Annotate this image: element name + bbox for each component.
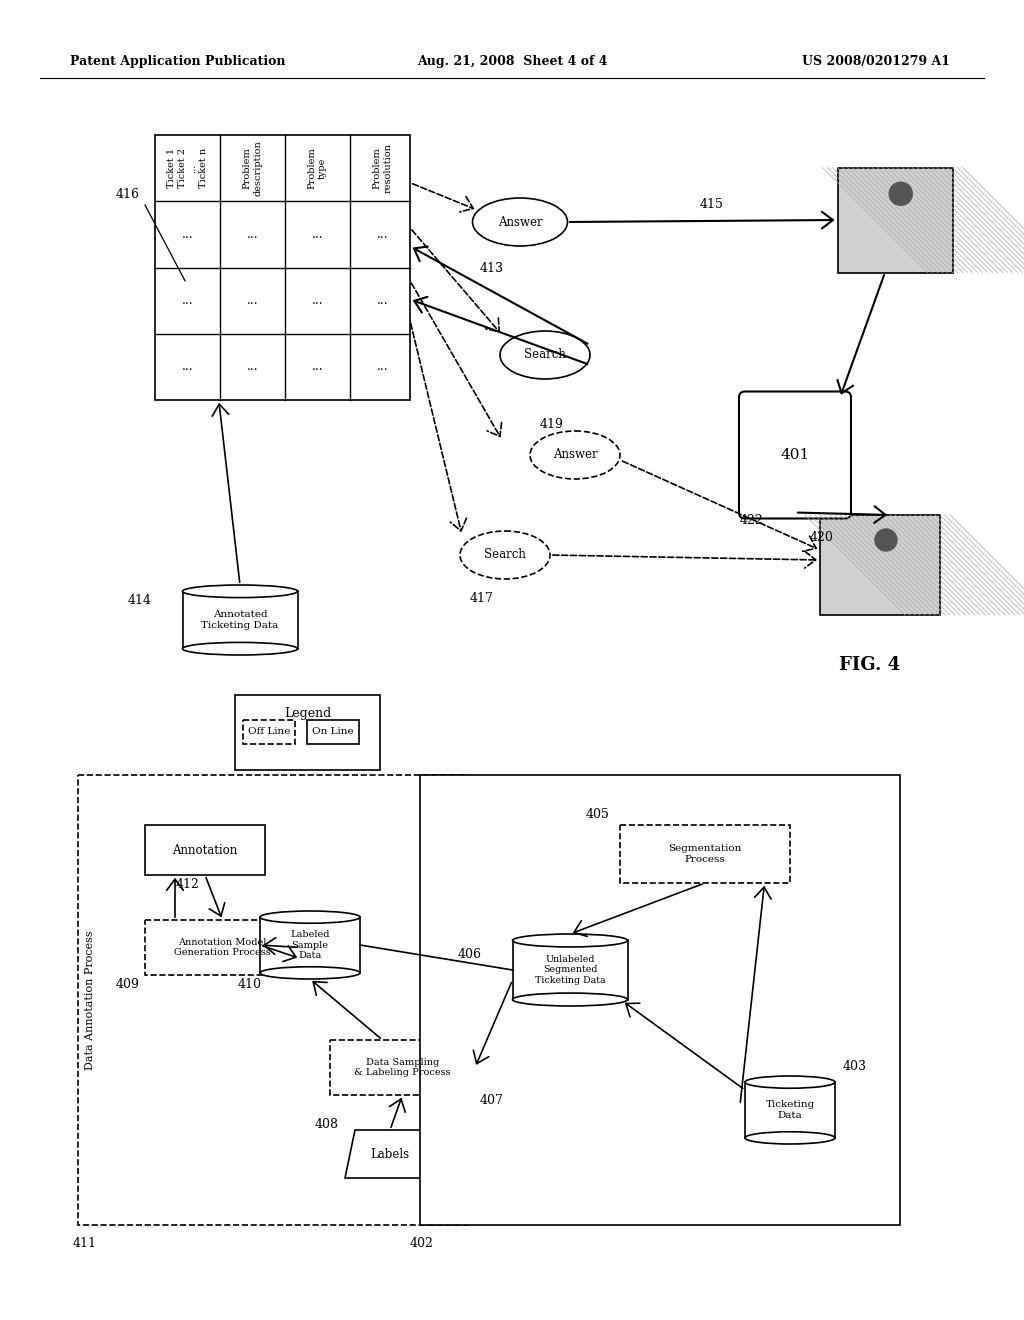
Text: Unlabeled
Segmented
Ticketing Data: Unlabeled Segmented Ticketing Data <box>535 956 605 985</box>
FancyBboxPatch shape <box>745 1082 835 1138</box>
Text: Answer: Answer <box>553 449 597 462</box>
Text: Legend: Legend <box>284 708 331 719</box>
Text: 408: 408 <box>315 1118 339 1131</box>
Ellipse shape <box>512 935 628 946</box>
FancyBboxPatch shape <box>155 135 410 400</box>
FancyBboxPatch shape <box>243 719 295 744</box>
FancyBboxPatch shape <box>420 775 900 1225</box>
Text: 416: 416 <box>116 189 140 202</box>
Text: 419: 419 <box>540 418 564 432</box>
Text: ...: ... <box>247 360 258 374</box>
Circle shape <box>874 529 897 550</box>
Text: 410: 410 <box>238 978 261 991</box>
Text: 405: 405 <box>586 808 610 821</box>
Text: 412: 412 <box>176 879 200 891</box>
FancyBboxPatch shape <box>260 917 360 973</box>
Text: Annotation Model
Generation Process: Annotation Model Generation Process <box>174 937 271 957</box>
Text: ...: ... <box>311 360 324 374</box>
Ellipse shape <box>460 531 550 579</box>
Text: 402: 402 <box>410 1237 434 1250</box>
Text: 403: 403 <box>843 1060 867 1072</box>
Text: Answer: Answer <box>498 215 543 228</box>
Text: Ticket 1
Ticket 2
...
Ticket n: Ticket 1 Ticket 2 ... Ticket n <box>167 148 208 189</box>
Text: 417: 417 <box>470 591 494 605</box>
Ellipse shape <box>260 911 360 923</box>
FancyBboxPatch shape <box>182 591 298 648</box>
FancyBboxPatch shape <box>307 719 359 744</box>
Ellipse shape <box>260 966 360 979</box>
FancyBboxPatch shape <box>739 392 851 519</box>
Text: 414: 414 <box>128 594 152 606</box>
Text: ...: ... <box>181 294 194 308</box>
Ellipse shape <box>182 643 298 655</box>
Text: ...: ... <box>311 294 324 308</box>
Text: 413: 413 <box>480 261 504 275</box>
Text: US 2008/0201279 A1: US 2008/0201279 A1 <box>802 55 950 69</box>
Circle shape <box>889 182 912 206</box>
Text: FIG. 4: FIG. 4 <box>840 656 900 675</box>
FancyBboxPatch shape <box>620 825 790 883</box>
Ellipse shape <box>500 331 590 379</box>
Text: 409: 409 <box>116 978 140 991</box>
Text: Labels: Labels <box>371 1147 410 1160</box>
Text: ...: ... <box>311 228 324 240</box>
Text: ...: ... <box>377 294 388 308</box>
Text: Aug. 21, 2008  Sheet 4 of 4: Aug. 21, 2008 Sheet 4 of 4 <box>417 55 607 69</box>
Text: Patent Application Publication: Patent Application Publication <box>70 55 286 69</box>
Text: Annotation: Annotation <box>172 843 238 857</box>
Text: 406: 406 <box>458 949 481 961</box>
Text: Search: Search <box>484 549 526 561</box>
Ellipse shape <box>530 432 620 479</box>
FancyBboxPatch shape <box>330 1040 475 1096</box>
Text: Off Line: Off Line <box>248 727 290 737</box>
Text: Data Sampling
& Labeling Process: Data Sampling & Labeling Process <box>354 1057 451 1077</box>
Ellipse shape <box>512 993 628 1006</box>
Text: Problem
resolution: Problem resolution <box>373 143 392 193</box>
Text: ...: ... <box>247 294 258 308</box>
Text: ...: ... <box>377 228 388 240</box>
Text: 407: 407 <box>480 1093 504 1106</box>
Text: 422: 422 <box>740 513 764 527</box>
Text: Labeled
Sample
Data: Labeled Sample Data <box>290 931 330 960</box>
Text: Segmentation
Process: Segmentation Process <box>669 845 741 863</box>
FancyBboxPatch shape <box>145 825 265 875</box>
FancyBboxPatch shape <box>234 696 380 770</box>
Ellipse shape <box>182 585 298 598</box>
Ellipse shape <box>472 198 567 246</box>
Text: Problem
type: Problem type <box>308 148 328 189</box>
Text: On Line: On Line <box>312 727 354 737</box>
Text: ...: ... <box>377 360 388 374</box>
Text: 401: 401 <box>780 447 810 462</box>
FancyBboxPatch shape <box>145 920 300 975</box>
Text: Ticketing
Data: Ticketing Data <box>765 1101 815 1119</box>
Polygon shape <box>345 1130 435 1177</box>
Text: Data Annotation Process: Data Annotation Process <box>85 931 95 1069</box>
Text: 415: 415 <box>700 198 724 211</box>
Text: 420: 420 <box>810 531 834 544</box>
Text: Annotated
Ticketing Data: Annotated Ticketing Data <box>202 610 279 630</box>
Text: ...: ... <box>247 228 258 240</box>
FancyBboxPatch shape <box>78 775 468 1225</box>
FancyBboxPatch shape <box>820 515 940 615</box>
Ellipse shape <box>745 1131 835 1144</box>
FancyBboxPatch shape <box>512 940 628 999</box>
FancyBboxPatch shape <box>838 168 952 272</box>
Text: Search: Search <box>524 348 566 362</box>
Text: ...: ... <box>181 360 194 374</box>
Text: Problem
description: Problem description <box>243 140 262 195</box>
Ellipse shape <box>745 1076 835 1088</box>
Text: 411: 411 <box>73 1237 97 1250</box>
Text: ...: ... <box>181 228 194 240</box>
